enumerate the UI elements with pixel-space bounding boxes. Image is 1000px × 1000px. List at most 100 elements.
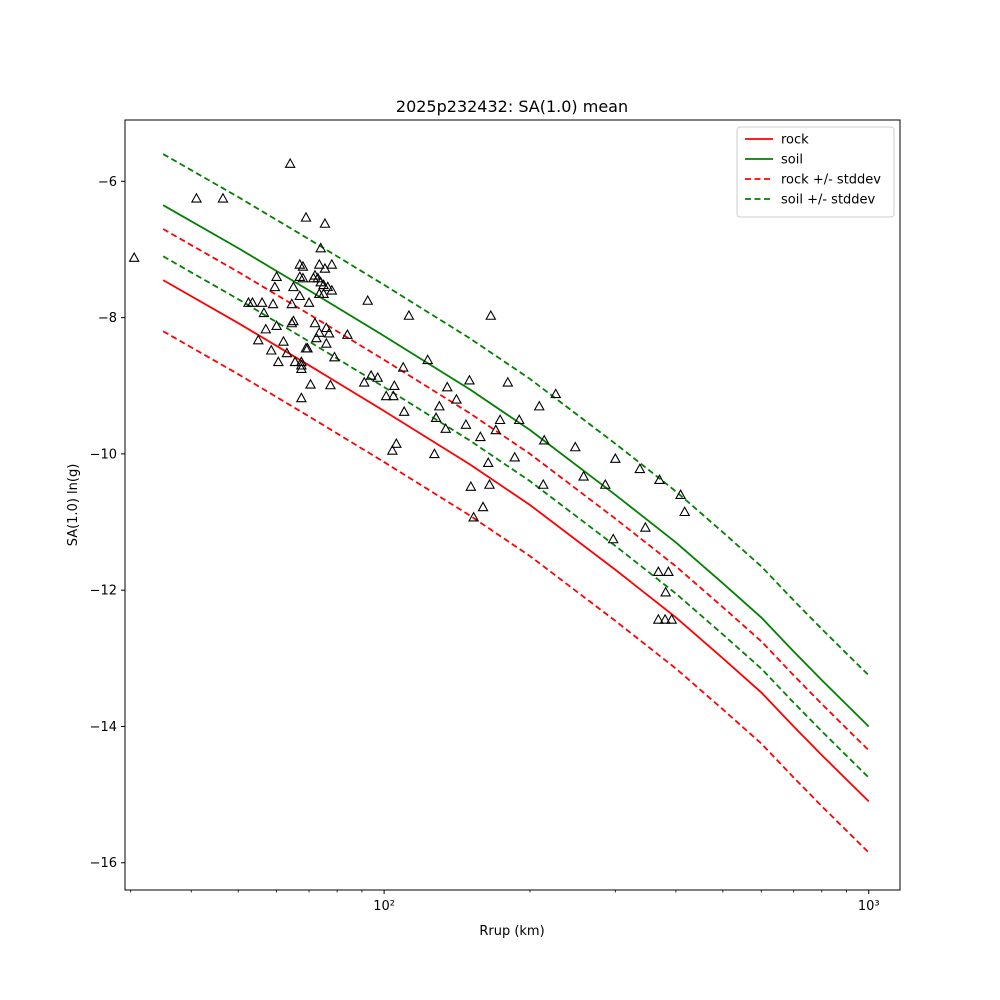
observation-point <box>324 379 336 390</box>
observation-point <box>260 323 272 334</box>
observation-point <box>460 418 472 429</box>
observation-point <box>609 452 621 463</box>
observation-point <box>653 474 666 485</box>
observation-point <box>297 272 309 283</box>
legend-label: rock +/- stddev <box>781 173 881 188</box>
observation-point <box>277 335 290 346</box>
observation-point <box>326 258 338 269</box>
observation-point <box>300 211 312 222</box>
observation-point <box>422 354 434 365</box>
observation-point <box>295 356 307 367</box>
series-line-0 <box>162 279 870 803</box>
y-tick-label: −6 <box>98 175 117 190</box>
y-axis-label: SA(1.0) ln(g) <box>66 464 81 547</box>
observation-point <box>271 270 283 281</box>
observation-point <box>341 328 353 339</box>
observation-point <box>538 434 550 445</box>
observation-point <box>372 371 384 382</box>
observation-point <box>289 356 301 367</box>
plot-inner <box>128 153 870 854</box>
observation-point <box>217 192 229 203</box>
observation-point <box>679 506 691 517</box>
observation-point <box>533 400 545 411</box>
observation-point <box>271 320 283 331</box>
observation-point <box>318 288 330 298</box>
observation-point <box>440 422 452 433</box>
observation-point <box>320 322 332 333</box>
observation-point <box>662 566 674 577</box>
observation-point <box>294 270 306 281</box>
observation-point <box>550 388 562 399</box>
observation-point <box>258 307 270 318</box>
observation-point <box>358 376 370 387</box>
observation-point <box>652 566 664 577</box>
series-line-2 <box>162 228 870 751</box>
observation-point <box>295 392 307 403</box>
observation-point <box>313 326 325 337</box>
observation-point <box>569 441 581 452</box>
observation-point <box>397 361 409 372</box>
legend-label: soil <box>781 153 803 168</box>
x-tick-label: 10² <box>373 899 395 914</box>
observation-point <box>272 356 284 367</box>
observation-point <box>463 374 475 385</box>
observation-point <box>320 337 332 348</box>
observation-point <box>387 390 399 401</box>
observation-point <box>315 242 327 253</box>
observation-point <box>607 533 619 544</box>
observation-point <box>388 380 400 390</box>
observation-point <box>380 390 392 401</box>
observation-point <box>246 296 258 307</box>
observation-point <box>660 586 672 597</box>
observation-point <box>269 281 281 292</box>
observation-point <box>578 470 590 481</box>
observation-point <box>634 463 646 474</box>
observation-point <box>652 613 664 624</box>
x-tick-label: 10³ <box>858 899 880 914</box>
observation-point <box>287 315 299 326</box>
observation-point <box>659 613 671 624</box>
observation-point <box>468 511 480 522</box>
observation-point <box>485 309 497 320</box>
y-tick-label: −14 <box>90 720 117 735</box>
plot-area <box>128 153 870 854</box>
observation-point <box>430 412 442 423</box>
observation-point <box>313 258 325 269</box>
legend-box <box>736 126 895 218</box>
observation-point <box>323 327 335 338</box>
observation-point <box>309 317 321 328</box>
series-line-5 <box>162 255 870 779</box>
observation-point <box>675 489 687 500</box>
observation-point <box>450 393 462 404</box>
observation-point <box>477 501 489 512</box>
observation-point <box>310 332 322 343</box>
observation-point <box>494 414 506 425</box>
observation-point <box>513 414 525 425</box>
y-tick-label: −8 <box>98 311 117 326</box>
observation-point <box>428 448 440 459</box>
chart-title: 2025p232432: SA(1.0) mean <box>396 97 628 116</box>
observation-point <box>433 400 445 411</box>
observation-point <box>509 451 521 462</box>
observation-point <box>252 334 264 345</box>
series-line-4 <box>162 153 870 676</box>
axes-frame <box>124 119 901 891</box>
x-axis-label: Rrup (km) <box>479 924 544 939</box>
observation-point <box>304 378 317 389</box>
observation-point <box>267 298 279 309</box>
observation-point <box>128 251 140 262</box>
observation-point <box>502 376 514 387</box>
observation-point <box>281 347 293 358</box>
legend: rock soil rock +/- stddev soil +/- stddev <box>736 126 895 218</box>
y-tick-label: −16 <box>90 856 117 871</box>
observation-point <box>295 359 307 370</box>
observation-point <box>666 613 678 624</box>
observation-point <box>490 424 502 435</box>
legend-label: rock <box>781 133 809 148</box>
y-tick-label: −10 <box>90 447 117 462</box>
observation-point <box>256 296 268 307</box>
observation-point <box>599 478 611 489</box>
observation-point <box>362 294 374 305</box>
observation-point <box>639 521 651 532</box>
